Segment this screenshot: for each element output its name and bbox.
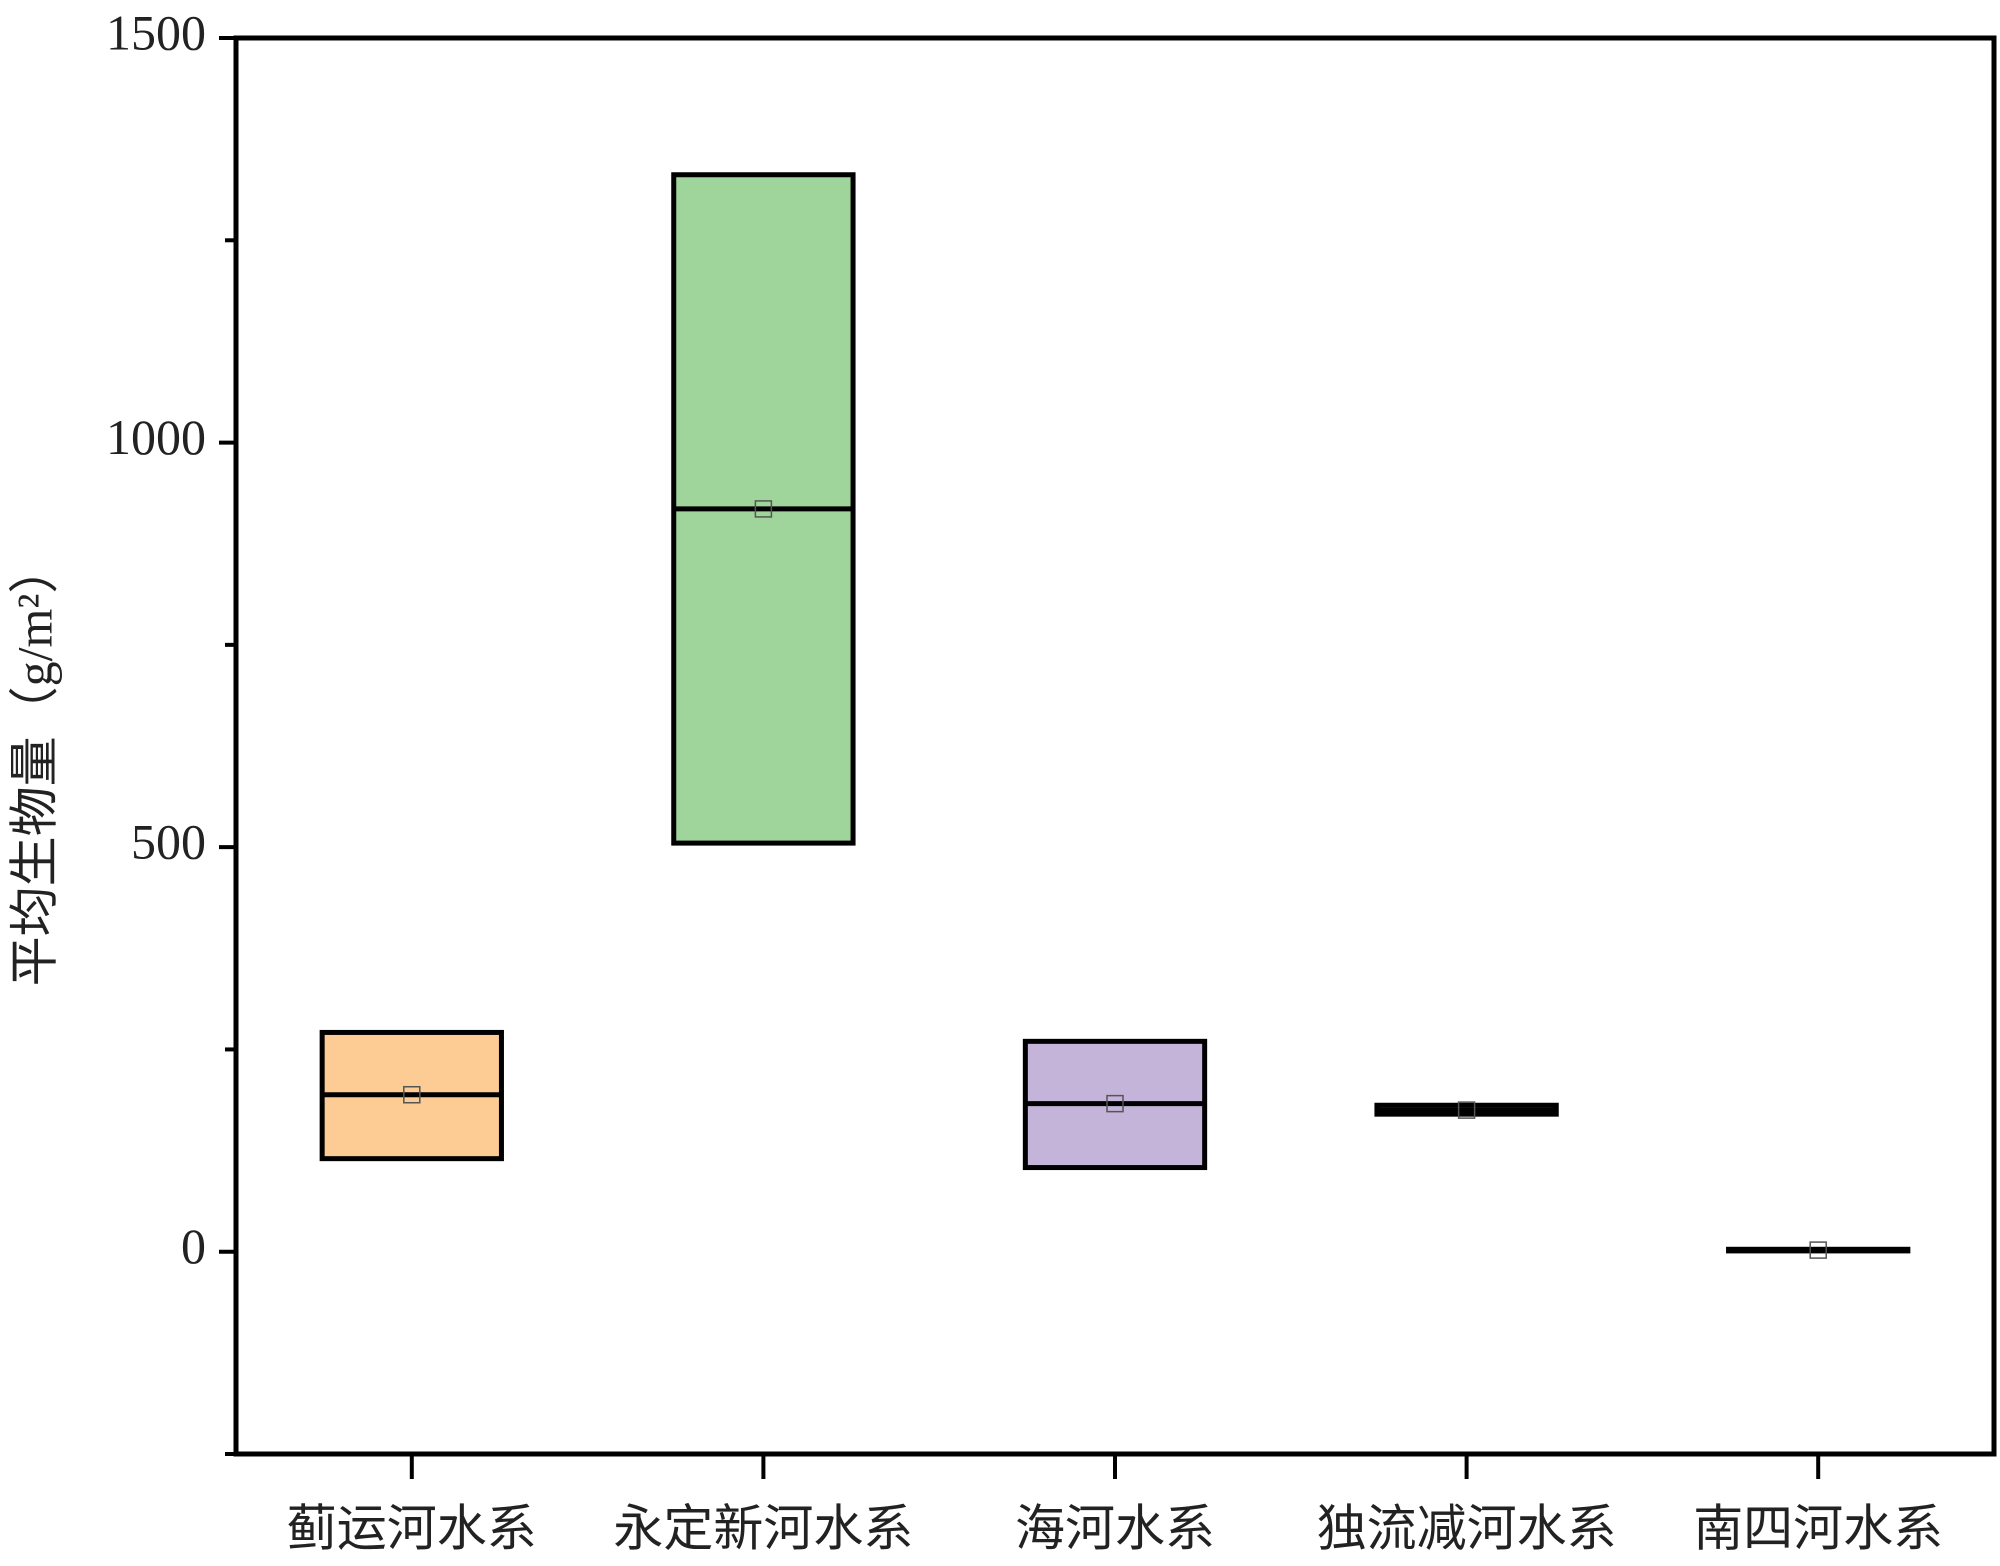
y-tick-label: 0: [181, 1218, 206, 1274]
y-tick-label: 1000: [106, 409, 206, 465]
mean-marker: [403, 1085, 421, 1104]
x-tick-label: 南四河水系: [1693, 1500, 1943, 1556]
x-tick-label: 蓟运河水系: [287, 1500, 537, 1556]
mean-marker: [1809, 1241, 1827, 1259]
plot-frame: [233, 35, 1997, 1457]
x-tick-label: 永定新河水系: [613, 1500, 913, 1556]
y-axis-label: 平均生物量（g/m²）: [6, 544, 62, 987]
y-tick-label: 500: [131, 814, 206, 870]
y-tick-label: 1500: [106, 4, 206, 60]
x-tick-label: 独流减河水系: [1317, 1500, 1617, 1556]
mean-marker: [1457, 1101, 1476, 1119]
mean-marker: [1106, 1094, 1124, 1113]
x-tick-label: 海河水系: [1015, 1500, 1215, 1556]
mean-marker: [754, 500, 773, 518]
